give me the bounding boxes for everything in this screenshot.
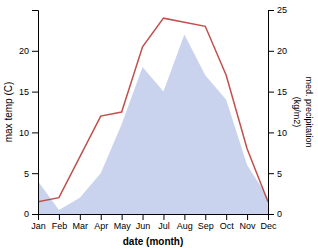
tick-mark — [80, 214, 81, 220]
tick-label: Jun — [136, 221, 151, 231]
tick-label: 5 — [24, 169, 29, 179]
tick: Mar — [73, 214, 89, 231]
axis-line — [39, 215, 269, 221]
tick-mark — [32, 214, 38, 215]
tick-label: 15 — [19, 87, 29, 97]
y-axis: 0 5 10 15 20 — [19, 11, 39, 220]
tick-label: Oct — [220, 221, 235, 231]
tick-mark — [101, 214, 102, 220]
tick-label: Jan — [31, 221, 46, 231]
tick-label: Nov — [240, 221, 257, 231]
tick-mark — [247, 214, 248, 220]
y2-axis: 0 5 10 15 20 25 — [268, 5, 287, 219]
tick-label: 0 — [277, 209, 282, 219]
tick-label: Dec — [260, 221, 277, 231]
tick-mark — [163, 214, 164, 220]
tick: 10 — [19, 128, 38, 138]
tick-mark — [268, 214, 274, 215]
tick-mark — [32, 132, 38, 133]
plot: JanFebMarAprMayJunJulAugSepOctNovDec0510… — [3, 5, 314, 247]
tick-mark — [184, 214, 185, 220]
tick: Feb — [52, 214, 68, 231]
tick-label: 5 — [277, 169, 282, 179]
tick-mark — [122, 214, 123, 220]
y2-axis-title-line: med. precipitation — [304, 76, 314, 147]
tick-label: 0 — [24, 209, 29, 219]
tick-mark — [268, 51, 274, 52]
tick-label: Mar — [73, 221, 89, 231]
tick-label: Jul — [158, 221, 170, 231]
tick-label: Apr — [94, 221, 108, 231]
tick: Nov — [240, 214, 257, 231]
y2-axis-title: med. precipitation(kg/m2) — [292, 76, 314, 147]
tick-label: 10 — [19, 128, 29, 138]
tick-mark — [226, 214, 227, 220]
area — [38, 34, 268, 214]
axis-line — [32, 11, 39, 215]
tick: 0 — [24, 209, 38, 219]
tick-label: Aug — [177, 221, 193, 231]
x-axis: Jan Feb Mar Apr May Jun Jul Aug Sep Oct NovDec — [31, 214, 277, 231]
tick-mark — [32, 51, 38, 52]
tick: 15 — [268, 87, 287, 97]
tick: Jun — [136, 214, 151, 231]
tick: 25 — [268, 5, 287, 15]
tick: 0 — [268, 209, 282, 219]
y2-axis-title-line: (kg/m2) — [292, 97, 302, 128]
tick-label: 15 — [277, 87, 287, 97]
tick-label: 10 — [277, 128, 287, 138]
tick-label: Sep — [198, 221, 214, 231]
tick: Dec — [260, 214, 277, 231]
x-axis-title: date (month) — [123, 236, 184, 247]
tick-label: Feb — [52, 221, 68, 231]
tick-mark — [268, 10, 274, 11]
tick-mark — [205, 214, 206, 220]
tick: 5 — [24, 169, 38, 179]
tick-label: 25 — [277, 5, 287, 15]
tick-mark — [268, 92, 274, 93]
marks — [38, 18, 268, 214]
tick: 20 — [268, 46, 287, 56]
y-axis-title: max temp (C) — [3, 82, 14, 143]
line — [38, 18, 268, 202]
tick: 10 — [268, 128, 287, 138]
tick-mark — [143, 214, 144, 220]
tick-label: 20 — [277, 46, 287, 56]
axis-line — [269, 11, 275, 215]
tick: 5 — [268, 169, 282, 179]
tick: May — [114, 214, 132, 231]
tick-mark — [268, 132, 274, 133]
tick-label: May — [114, 221, 132, 231]
tick: 20 — [19, 46, 38, 56]
tick: Jan — [31, 214, 46, 231]
tick: Jul — [158, 214, 170, 231]
tick: Aug — [177, 214, 193, 231]
tick-mark — [32, 92, 38, 93]
chart: JanFebMarAprMayJunJulAugSepOctNovDec0510… — [0, 0, 318, 250]
tick: Oct — [220, 214, 235, 231]
tick-mark — [59, 214, 60, 220]
tick-mark — [32, 173, 38, 174]
tick-mark — [268, 173, 274, 174]
tick: 15 — [19, 87, 38, 97]
tick: Apr — [94, 214, 108, 231]
tick-label: 20 — [19, 46, 29, 56]
tick: Sep — [198, 214, 214, 231]
